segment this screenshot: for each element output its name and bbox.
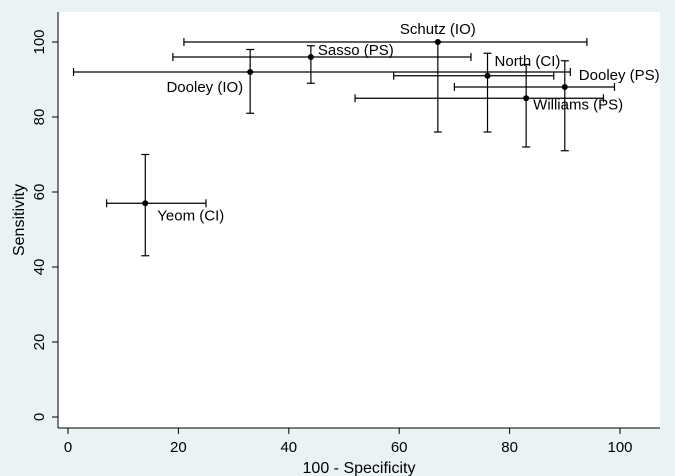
data-label: Williams (PS) [533,96,623,113]
x-axis-title: 100 - Specificity [303,460,416,476]
x-tick-label: 0 [64,439,72,456]
data-point-marker [142,200,149,207]
data-point-marker [247,69,254,75]
study-point: Williams (PS) [354,63,623,148]
study-point: Dooley (IO) [72,48,571,114]
data-point-marker [484,72,491,79]
x-tick-label: 20 [170,439,187,456]
data-point-marker [434,39,441,45]
y-axis-title: Sensitivity [11,184,28,256]
data-label: Sasso (PS) [318,42,394,59]
y-tick-label: 100 [31,29,48,54]
x-tick-label: 100 [607,439,632,456]
study-point: Dooley (PS) [453,60,660,152]
data-label: Dooley (PS) [579,67,660,84]
study-point: Yeom (CI) [106,153,224,257]
x-tick-label: 40 [280,439,297,456]
axes: 0 20 40 60 80 100 0 20 40 60 80 100 [31,12,660,456]
data-point-marker [523,95,530,102]
study-point: Sasso (PS) [172,42,472,84]
y-tick-label: 20 [31,334,48,351]
study-point: Schutz (IO) [183,21,588,133]
y-tick-label: 80 [31,109,48,126]
data-point-marker [307,54,314,60]
data-marks: Schutz (IO) Sasso (PS) North (CI) Dooley (I… [72,21,660,257]
plot-area [58,12,660,428]
data-label: North (CI) [495,53,561,70]
data-point-marker [561,84,568,90]
data-label: Schutz (IO) [400,21,476,38]
y-tick-label: 60 [31,184,48,201]
x-tick-label: 60 [391,439,408,456]
data-label: Yeom (CI) [157,207,224,224]
x-tick-label: 80 [501,439,518,456]
study-point: North (CI) [393,52,561,133]
y-tick-label: 40 [31,259,48,276]
data-label: Dooley (IO) [166,79,243,96]
y-tick-label: 0 [31,413,48,421]
